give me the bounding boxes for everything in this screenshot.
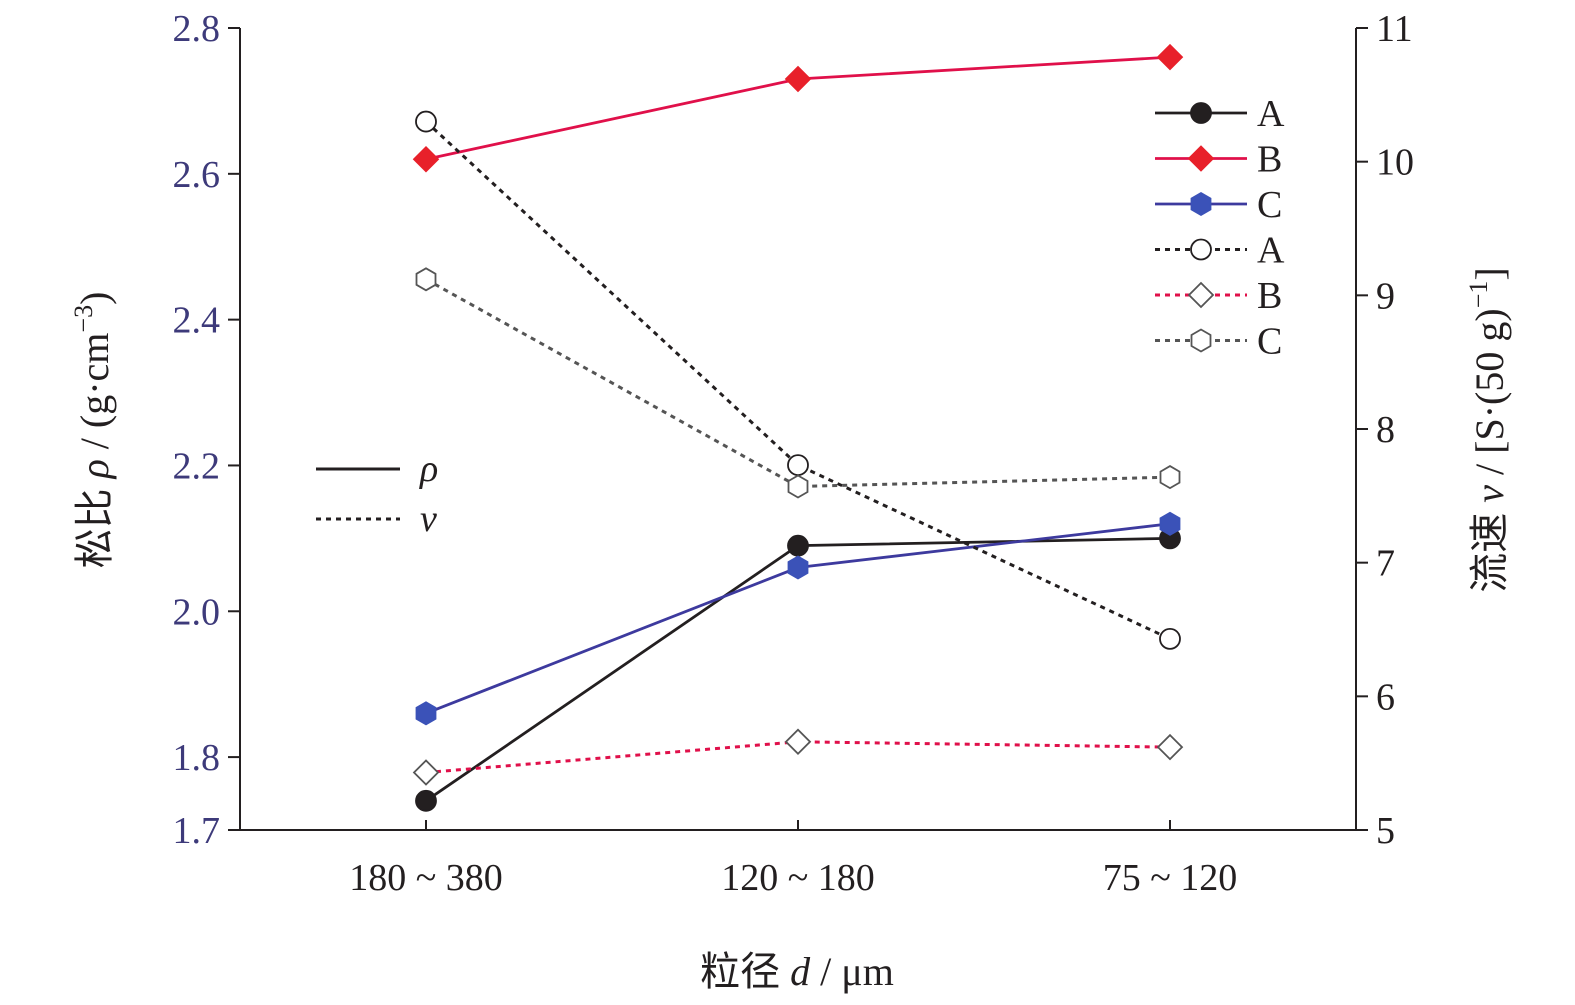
x-axis-title: 粒径 d / μm xyxy=(700,949,894,994)
right-tick-label: 7 xyxy=(1376,543,1395,585)
x-tick-label: 120 ~ 180 xyxy=(721,857,875,899)
data-point xyxy=(1156,733,1184,761)
axes xyxy=(239,28,1357,831)
data-point xyxy=(1159,465,1181,490)
legend-marker xyxy=(1190,102,1212,124)
right-axis-title: 流速 v / [S·(50 g)−1] xyxy=(1464,267,1512,592)
style-legend-label: v xyxy=(420,498,437,540)
legend-marker xyxy=(1190,328,1212,353)
series-b-v xyxy=(412,728,1184,786)
series-line xyxy=(425,277,1171,488)
right-tick-label: 10 xyxy=(1376,142,1414,184)
data-point xyxy=(415,267,437,292)
data-point xyxy=(415,110,437,133)
series-layer xyxy=(412,43,1184,812)
legend-marker xyxy=(1187,145,1215,172)
x-tick-label: 75 ~ 120 xyxy=(1103,857,1238,899)
left-tick-label: 1.7 xyxy=(173,810,221,852)
legend-marker xyxy=(1190,238,1212,261)
legend-item: B xyxy=(1155,139,1282,181)
legend-label: A xyxy=(1257,93,1285,135)
data-point xyxy=(412,759,440,786)
right-tick-label: 9 xyxy=(1376,275,1395,317)
data-point xyxy=(787,534,809,557)
data-point xyxy=(415,789,437,812)
legend-item: C xyxy=(1155,184,1282,226)
left-tick-label: 2.6 xyxy=(173,154,221,196)
series-a-v xyxy=(415,110,1181,650)
data-point xyxy=(412,145,440,173)
legend-item: A xyxy=(1155,230,1285,272)
ticks: 1.7 1.8 2.0 2.2 2.4 2.6 2.8 5 6 7 8 9 10 11 180 ~ 380 1… xyxy=(173,8,1415,899)
legend-marker xyxy=(1190,191,1212,217)
left-tick-label: 1.8 xyxy=(173,737,221,779)
series-c-rho xyxy=(415,511,1181,726)
data-point xyxy=(1156,43,1184,71)
legend-label: C xyxy=(1257,321,1282,363)
data-point xyxy=(787,555,809,580)
left-tick-label: 2.8 xyxy=(173,8,221,50)
data-point xyxy=(1159,627,1181,650)
data-point xyxy=(784,728,812,756)
legend-label: A xyxy=(1257,230,1285,272)
series-line xyxy=(424,120,1171,641)
left-tick-label: 2.2 xyxy=(173,445,221,487)
left-axis-title: 松比 ρ / (g·cm−3) xyxy=(69,292,117,569)
data-point xyxy=(787,474,809,499)
right-tick-label: 5 xyxy=(1376,810,1395,852)
style-legend: ρv xyxy=(316,448,438,540)
style-legend-item: v xyxy=(316,498,437,540)
x-tick-label: 180 ~ 380 xyxy=(349,857,503,899)
data-point xyxy=(1159,511,1181,536)
right-tick-label: 6 xyxy=(1376,676,1395,718)
left-tick-label: 2.0 xyxy=(173,591,221,633)
right-tick-label: 11 xyxy=(1376,8,1413,50)
legend-label: C xyxy=(1257,184,1282,226)
legend-label: B xyxy=(1257,139,1282,181)
style-legend-label: ρ xyxy=(419,448,438,490)
style-legend-item: ρ xyxy=(316,448,438,490)
legend-item: C xyxy=(1155,321,1282,363)
legend-item: B xyxy=(1155,275,1282,317)
data-point xyxy=(787,454,809,476)
data-point xyxy=(415,701,437,726)
series-c-v xyxy=(415,267,1181,499)
legend-item: A xyxy=(1155,93,1285,135)
right-tick-label: 8 xyxy=(1376,409,1395,451)
left-tick-label: 2.4 xyxy=(173,300,221,342)
data-point xyxy=(784,65,812,93)
legend-label: B xyxy=(1257,275,1282,317)
series-a-rho xyxy=(415,527,1181,812)
legend-marker xyxy=(1187,281,1215,309)
series-b-rho xyxy=(412,43,1184,173)
